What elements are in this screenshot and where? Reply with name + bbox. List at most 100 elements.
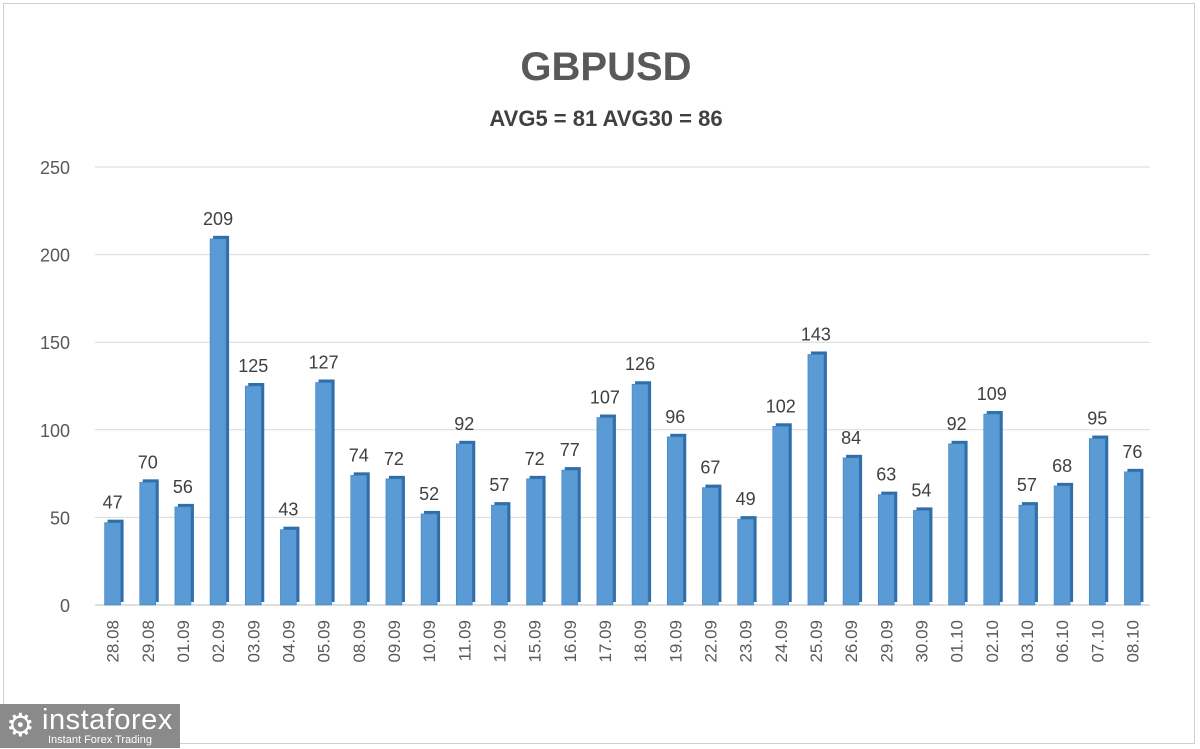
y-tick-label: 150	[40, 333, 70, 353]
x-tick-label: 02.09	[209, 620, 228, 663]
y-tick-label: 100	[40, 421, 70, 441]
data-label: 96	[665, 407, 685, 427]
data-label: 68	[1052, 456, 1072, 476]
bar	[350, 475, 368, 606]
x-tick-label: 29.09	[877, 620, 896, 663]
bar	[737, 518, 754, 606]
x-tick-label: 01.10	[948, 620, 967, 663]
x-tick-label: 04.09	[279, 620, 298, 663]
data-label: 92	[454, 414, 474, 434]
bar	[174, 506, 192, 606]
bar	[1124, 471, 1141, 606]
data-label: 209	[203, 209, 233, 229]
y-tick-label: 0	[60, 596, 70, 616]
logo-brand: instaforex	[42, 704, 173, 736]
bar	[983, 413, 1001, 606]
bar	[526, 478, 543, 606]
x-tick-label: 11.09	[455, 620, 474, 661]
x-tick-label: 30.09	[912, 620, 931, 663]
data-label: 126	[625, 354, 655, 374]
y-tick-label: 200	[40, 246, 70, 266]
bar	[244, 385, 262, 606]
gear-person-icon: ⚙	[6, 707, 35, 743]
x-tick-label: 25.09	[807, 620, 826, 663]
bar	[455, 443, 473, 606]
chart-subtitle: AVG5 = 81 AVG30 = 86	[489, 106, 722, 131]
y-tick-label: 250	[40, 158, 70, 178]
bar	[631, 383, 649, 606]
bar	[1088, 438, 1106, 606]
x-tick-label: 09.09	[385, 620, 404, 663]
data-label: 72	[525, 449, 545, 469]
data-label: 92	[947, 414, 967, 434]
data-label: 63	[876, 465, 896, 485]
data-label: 95	[1087, 409, 1107, 429]
x-tick-label: 12.09	[490, 620, 509, 663]
data-label: 72	[384, 449, 404, 469]
bar	[385, 478, 403, 606]
x-tick-label: 08.09	[350, 620, 369, 663]
x-tick-label: 03.09	[244, 620, 263, 663]
bar	[1018, 504, 1036, 606]
data-label: 49	[736, 489, 756, 509]
y-tick-label: 50	[50, 508, 70, 528]
x-tick-label: 26.09	[842, 620, 861, 663]
x-tick-label: 24.09	[772, 620, 791, 663]
bar	[491, 504, 508, 606]
data-label: 102	[766, 396, 796, 416]
x-tick-label: 16.09	[561, 620, 580, 663]
bar	[877, 494, 895, 606]
data-label: 47	[103, 493, 123, 513]
bar	[315, 382, 332, 606]
x-tick-label: 08.10	[1123, 620, 1142, 663]
data-label: 43	[278, 500, 298, 520]
bar	[139, 482, 157, 606]
bar	[1053, 485, 1071, 606]
x-tick-label: 28.08	[104, 620, 123, 663]
x-tick-label: 02.10	[983, 620, 1002, 663]
bar	[913, 510, 930, 606]
chart-frame	[3, 3, 1195, 744]
data-label: 56	[173, 477, 193, 497]
data-label: 70	[138, 452, 158, 472]
x-tick-label: 05.09	[315, 620, 334, 663]
x-tick-label: 01.09	[174, 620, 193, 663]
data-label: 107	[590, 388, 620, 408]
data-label: 74	[349, 445, 369, 465]
logo-tagline: Instant Forex Trading	[48, 734, 152, 746]
data-label: 52	[419, 484, 439, 504]
x-tick-label: 29.08	[139, 620, 158, 663]
x-tick-label: 07.10	[1088, 620, 1107, 663]
data-label: 67	[700, 458, 720, 478]
bar	[209, 238, 227, 606]
x-tick-label: 22.09	[701, 620, 720, 663]
bar	[561, 469, 579, 606]
data-label: 77	[560, 440, 580, 460]
x-tick-label: 23.09	[737, 620, 756, 663]
data-label: 143	[801, 324, 831, 344]
bar	[702, 487, 719, 606]
bar	[104, 522, 121, 606]
bar	[280, 529, 297, 606]
data-label: 84	[841, 428, 861, 448]
x-tick-label: 03.10	[1018, 620, 1037, 663]
data-label: 57	[1017, 475, 1037, 495]
bar	[842, 457, 860, 606]
bar	[772, 425, 790, 606]
data-label: 54	[911, 480, 931, 500]
data-label: 127	[309, 352, 339, 372]
x-tick-label: 17.09	[596, 620, 615, 663]
x-tick-label: 10.09	[420, 620, 439, 663]
x-tick-label: 18.09	[631, 620, 650, 663]
data-label: 125	[238, 356, 268, 376]
bar	[807, 354, 825, 606]
data-label: 57	[489, 475, 509, 495]
x-tick-label: 06.10	[1053, 620, 1072, 663]
x-tick-label: 15.09	[526, 620, 545, 663]
instaforex-logo: ⚙ instaforex Instant Forex Trading	[0, 704, 180, 748]
bar	[948, 443, 965, 606]
data-label: 76	[1122, 442, 1142, 462]
data-label: 109	[977, 384, 1007, 404]
x-tick-label: 19.09	[666, 620, 685, 663]
